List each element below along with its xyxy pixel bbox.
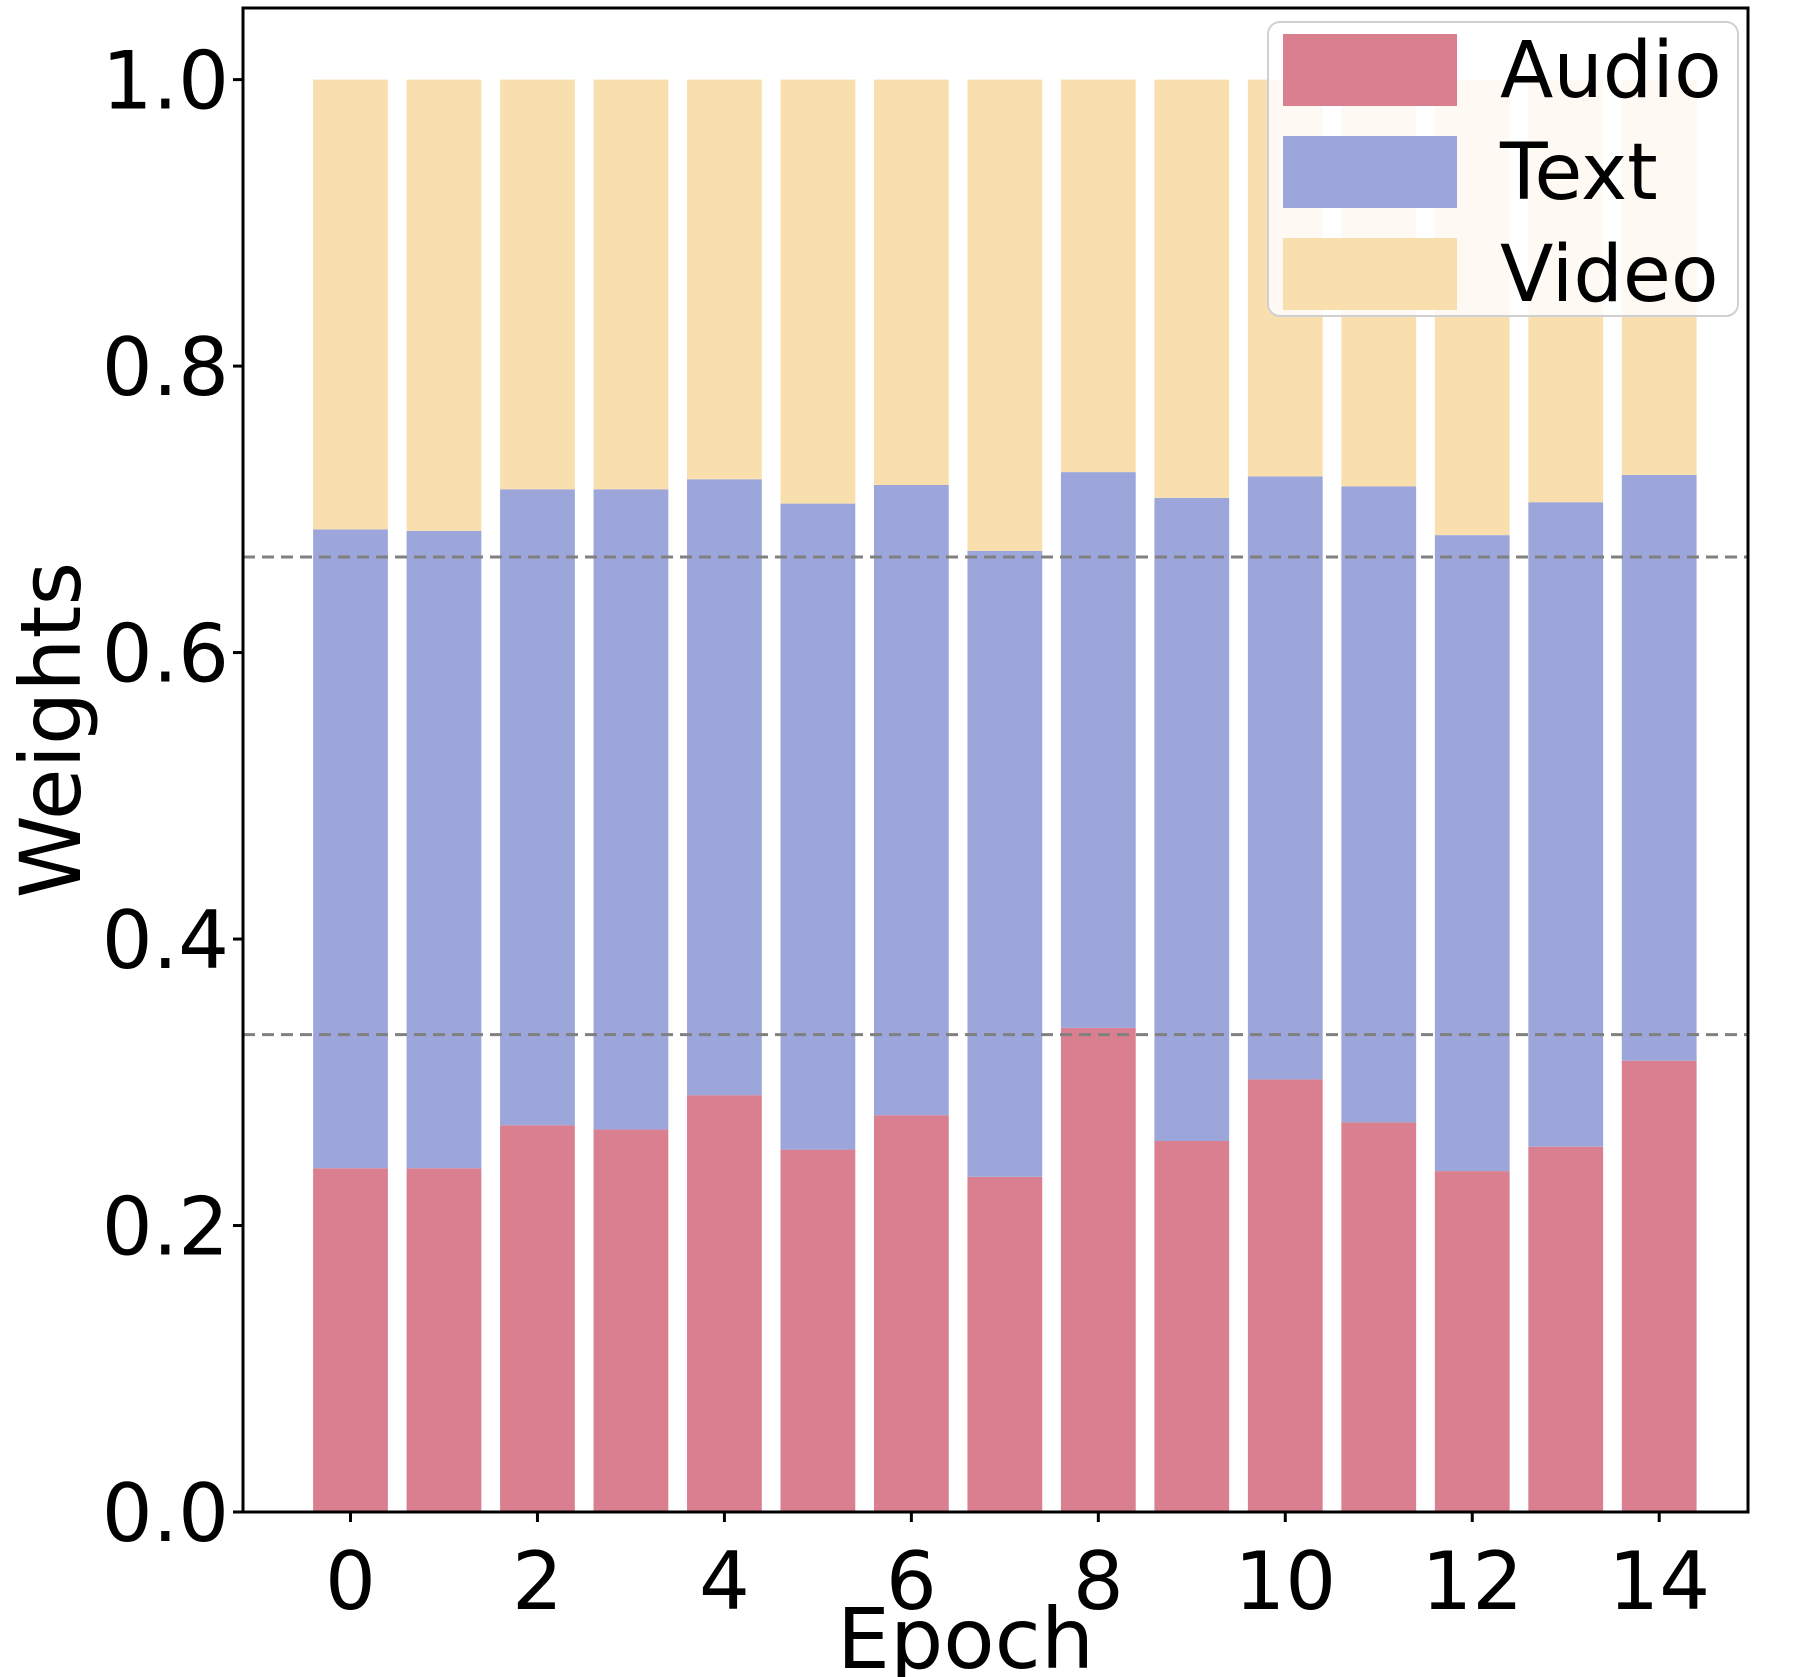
bar-video-1 (406, 79, 482, 531)
bar-audio-0 (313, 1168, 388, 1512)
bar-text-12 (1434, 535, 1510, 1172)
legend-swatch-text (1283, 136, 1457, 208)
bar-text-3 (593, 489, 669, 1130)
legend-label-video: Video (1500, 230, 1719, 320)
x-tick-label: 4 (699, 1535, 750, 1628)
bar-video-4 (687, 79, 762, 480)
bar-audio-12 (1434, 1171, 1510, 1512)
bar-text-1 (406, 530, 482, 1169)
bar-audio-11 (1341, 1122, 1417, 1512)
bar-video-5 (780, 79, 856, 504)
bar-text-0 (313, 529, 388, 1169)
x-tick-label: 12 (1421, 1535, 1523, 1628)
bar-audio-4 (687, 1095, 762, 1512)
bar-audio-6 (873, 1115, 949, 1512)
bar-text-2 (500, 489, 575, 1126)
legend-label-text: Text (1499, 128, 1658, 218)
bar-audio-14 (1621, 1060, 1697, 1512)
bar-text-4 (687, 479, 762, 1096)
bar-text-10 (1247, 476, 1323, 1080)
bar-text-6 (873, 484, 949, 1116)
legend: Audio Text Video (1267, 21, 1739, 320)
bar-text-14 (1621, 474, 1697, 1061)
bar-text-7 (967, 550, 1043, 1177)
bar-audio-8 (1060, 1027, 1136, 1512)
bar-text-13 (1528, 502, 1604, 1147)
x-tick-label: 8 (1073, 1535, 1124, 1628)
legend-swatch-audio (1283, 34, 1457, 106)
bar-text-8 (1060, 472, 1136, 1028)
y-tick-label: 0.8 (102, 321, 229, 414)
y-axis: 0.0 0.2 0.4 0.6 0.8 1.0 (102, 35, 243, 1560)
legend-label-audio: Audio (1500, 26, 1722, 116)
y-tick-label: 1.0 (102, 35, 229, 128)
bar-audio-5 (780, 1149, 856, 1512)
bar-audio-13 (1528, 1146, 1604, 1512)
x-tick-label: 10 (1234, 1535, 1336, 1628)
reference-lines (243, 555, 1748, 1037)
x-tick-label: 6 (886, 1535, 937, 1628)
y-tick-label: 0.4 (102, 894, 229, 987)
y-tick-label: 0.6 (102, 608, 229, 701)
y-tick-label: 0.2 (102, 1181, 229, 1274)
bar-audio-7 (967, 1176, 1043, 1512)
x-axis-title: Epoch (837, 1590, 1094, 1677)
bar-video-6 (873, 79, 949, 485)
y-axis-title: Weights (2, 562, 100, 898)
bar-audio-10 (1247, 1079, 1323, 1512)
bar-audio-9 (1154, 1141, 1230, 1512)
bar-video-0 (313, 79, 388, 530)
x-tick-label: 14 (1608, 1535, 1710, 1628)
bar-video-7 (967, 79, 1043, 551)
plot-frame (241, 6, 1750, 1514)
bar-video-2 (500, 79, 575, 490)
bar-text-9 (1154, 497, 1230, 1142)
bar-audio-2 (500, 1125, 575, 1512)
bar-text-5 (780, 503, 856, 1150)
bar-audio-3 (593, 1129, 669, 1512)
x-axis: 0 2 4 6 8 10 12 14 (325, 1512, 1710, 1628)
bar-text-11 (1341, 486, 1417, 1123)
x-tick-label: 2 (512, 1535, 563, 1628)
x-tick-label: 0 (325, 1535, 376, 1628)
bar-video-9 (1154, 79, 1230, 498)
bar-video-3 (593, 79, 669, 490)
legend-swatch-video (1283, 238, 1457, 310)
bar-video-8 (1060, 79, 1136, 473)
y-tick-label: 0.0 (102, 1467, 229, 1560)
bar-audio-1 (406, 1168, 482, 1512)
